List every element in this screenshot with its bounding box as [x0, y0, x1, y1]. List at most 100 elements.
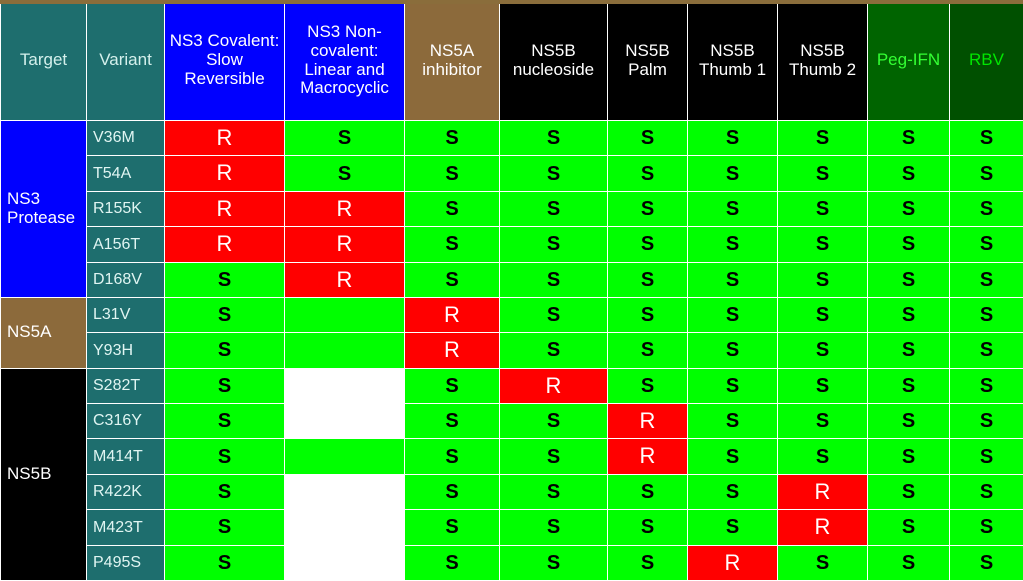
value-cell: S: [405, 156, 500, 191]
value-cell: [285, 439, 405, 474]
value-cell: S: [868, 121, 950, 156]
value-cell: S: [868, 191, 950, 226]
table-row: M414TSSSRSSSS: [1, 439, 1023, 474]
value-cell: S: [608, 227, 688, 262]
value-cell: S: [165, 297, 285, 332]
value-cell: S: [165, 439, 285, 474]
value-cell: S: [688, 262, 778, 297]
value-cell: S: [500, 474, 608, 509]
value-cell: R: [778, 474, 868, 509]
value-cell: S: [405, 510, 500, 545]
table-row: Y93HSRSSSSSS: [1, 333, 1023, 368]
value-cell: R: [405, 333, 500, 368]
value-cell: S: [405, 262, 500, 297]
value-cell: S: [950, 439, 1023, 474]
value-cell: S: [405, 439, 500, 474]
value-cell: [285, 545, 405, 581]
value-cell: S: [778, 297, 868, 332]
value-cell: S: [868, 227, 950, 262]
value-cell: S: [778, 545, 868, 581]
value-cell: S: [688, 191, 778, 226]
table-body: NS3 ProteaseV36MRSSSSSSSST54ARSSSSSSSSR1…: [1, 121, 1023, 581]
value-cell: S: [868, 545, 950, 581]
value-cell: S: [688, 510, 778, 545]
variant-cell: R155K: [87, 191, 165, 226]
resistance-table-container: Target Variant NS3 Covalent: Slow Revers…: [0, 0, 1023, 581]
variant-cell: C316Y: [87, 404, 165, 439]
value-cell: R: [778, 510, 868, 545]
value-cell: S: [778, 156, 868, 191]
value-cell: S: [868, 297, 950, 332]
col-header-ns3-noncovalent: NS3 Non-covalent: Linear and Macrocyclic: [285, 1, 405, 121]
value-cell: R: [165, 156, 285, 191]
value-cell: S: [165, 333, 285, 368]
value-cell: S: [608, 333, 688, 368]
value-cell: R: [688, 545, 778, 581]
value-cell: S: [405, 227, 500, 262]
col-header-variant: Variant: [87, 1, 165, 121]
value-cell: S: [500, 404, 608, 439]
value-cell: [285, 333, 405, 368]
value-cell: R: [285, 262, 405, 297]
top-rule: [0, 0, 1023, 4]
col-header-rbv: RBV: [950, 1, 1023, 121]
value-cell: S: [688, 474, 778, 509]
value-cell: R: [165, 191, 285, 226]
value-cell: S: [778, 191, 868, 226]
value-cell: S: [500, 510, 608, 545]
value-cell: S: [608, 156, 688, 191]
value-cell: S: [868, 474, 950, 509]
value-cell: S: [778, 333, 868, 368]
value-cell: S: [500, 227, 608, 262]
value-cell: S: [405, 404, 500, 439]
variant-cell: R422K: [87, 474, 165, 509]
table-row: D168VSRSSSSSSS: [1, 262, 1023, 297]
value-cell: S: [778, 227, 868, 262]
value-cell: R: [405, 297, 500, 332]
value-cell: S: [950, 156, 1023, 191]
col-header-ns5b-palm: NS5B Palm: [608, 1, 688, 121]
value-cell: S: [405, 545, 500, 581]
col-header-target: Target: [1, 1, 87, 121]
value-cell: S: [950, 510, 1023, 545]
value-cell: S: [608, 191, 688, 226]
row-group-header: NS5A: [1, 297, 87, 368]
value-cell: S: [950, 474, 1023, 509]
variant-cell: P495S: [87, 545, 165, 581]
variant-cell: Y93H: [87, 333, 165, 368]
variant-cell: T54A: [87, 156, 165, 191]
value-cell: S: [500, 333, 608, 368]
resistance-table: Target Variant NS3 Covalent: Slow Revers…: [0, 0, 1023, 581]
variant-cell: D168V: [87, 262, 165, 297]
value-cell: S: [688, 439, 778, 474]
col-header-ns3-covalent: NS3 Covalent: Slow Reversible: [165, 1, 285, 121]
value-cell: S: [950, 191, 1023, 226]
value-cell: [285, 404, 405, 439]
value-cell: S: [868, 510, 950, 545]
value-cell: S: [778, 439, 868, 474]
value-cell: S: [608, 368, 688, 403]
value-cell: S: [778, 368, 868, 403]
table-row: M423TSSSSSRSS: [1, 510, 1023, 545]
value-cell: [285, 474, 405, 509]
value-cell: R: [500, 368, 608, 403]
value-cell: S: [405, 191, 500, 226]
value-cell: S: [868, 404, 950, 439]
col-header-ns5b-thumb2: NS5B Thumb 2: [778, 1, 868, 121]
value-cell: S: [165, 545, 285, 581]
value-cell: R: [165, 121, 285, 156]
value-cell: S: [950, 545, 1023, 581]
value-cell: S: [688, 404, 778, 439]
value-cell: S: [500, 191, 608, 226]
value-cell: S: [165, 262, 285, 297]
value-cell: [285, 510, 405, 545]
variant-cell: M414T: [87, 439, 165, 474]
value-cell: S: [405, 121, 500, 156]
table-row: NS5AL31VSRSSSSSS: [1, 297, 1023, 332]
value-cell: R: [608, 439, 688, 474]
value-cell: S: [950, 297, 1023, 332]
value-cell: S: [165, 368, 285, 403]
table-row: NS5BS282TSSRSSSSS: [1, 368, 1023, 403]
value-cell: S: [285, 121, 405, 156]
row-group-header: NS5B: [1, 368, 87, 580]
